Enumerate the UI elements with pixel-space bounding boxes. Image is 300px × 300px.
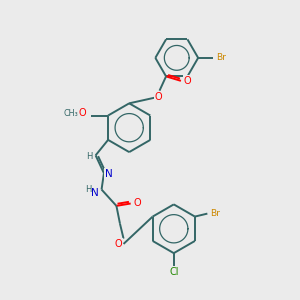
Text: H: H	[86, 152, 92, 161]
Text: Br: Br	[216, 53, 226, 62]
Text: N: N	[91, 188, 99, 198]
Text: Cl: Cl	[169, 267, 178, 277]
Text: N: N	[105, 169, 113, 179]
Text: O: O	[134, 199, 141, 208]
Text: O: O	[114, 239, 122, 249]
Text: H: H	[85, 185, 92, 194]
Text: Br: Br	[210, 209, 220, 218]
Text: CH₃: CH₃	[64, 109, 79, 118]
Text: O: O	[155, 92, 162, 102]
Text: O: O	[184, 76, 191, 86]
Text: O: O	[78, 108, 86, 118]
